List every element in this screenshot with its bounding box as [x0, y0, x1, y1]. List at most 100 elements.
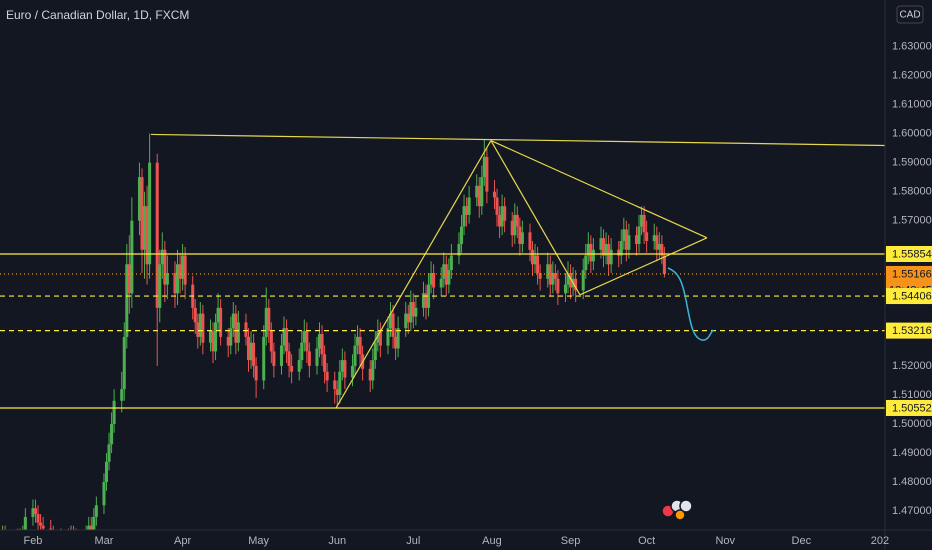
price-label: 1.55166	[892, 268, 932, 280]
candle-body	[282, 328, 286, 346]
candle-body	[335, 389, 339, 395]
candle-body	[264, 307, 268, 337]
projection-curve	[667, 267, 714, 341]
candle-body	[518, 226, 522, 244]
candle-body	[556, 278, 560, 294]
plot-area	[0, 133, 885, 530]
candle-body	[300, 342, 304, 361]
candle-body	[181, 255, 185, 279]
candle-body	[386, 328, 390, 346]
candle-body	[356, 336, 360, 346]
price-label-box	[886, 265, 932, 282]
candle-body	[388, 313, 393, 329]
currency-button[interactable]	[896, 5, 924, 24]
candle-body	[92, 516, 96, 530]
candle-body	[183, 255, 187, 285]
candle-body	[406, 313, 410, 323]
candle-body	[459, 226, 464, 244]
candle-body	[520, 232, 524, 244]
candle-body	[211, 331, 215, 352]
candle-body	[214, 322, 218, 352]
candle-body	[33, 508, 38, 515]
candle-body	[482, 156, 486, 178]
candle-body	[622, 229, 626, 242]
x-tick-label: Sep	[561, 535, 581, 547]
candle-body	[155, 162, 159, 308]
candle-body	[591, 249, 595, 262]
x-tick-label: Mar	[94, 535, 113, 547]
candle-body	[39, 522, 43, 526]
price-label-box	[886, 399, 932, 416]
candle-body	[378, 331, 382, 346]
y-tick-label: 1.52000	[892, 360, 932, 372]
chart-title: Euro / Canadian Dollar, 1D, FXCM	[6, 8, 189, 22]
candle-body	[290, 365, 294, 372]
price-label-box	[886, 322, 932, 339]
candle-body	[467, 197, 471, 215]
candle-body	[307, 351, 311, 366]
time-axis	[0, 530, 885, 550]
candle-body	[411, 302, 415, 317]
candle-body	[305, 331, 309, 352]
candle-body	[444, 264, 448, 285]
candle-body	[333, 380, 337, 390]
candle-body	[231, 313, 235, 329]
candle-body	[160, 249, 164, 265]
candle-body	[317, 333, 322, 349]
y-tick-label: 1.62000	[892, 69, 932, 81]
x-tick-label: Jun	[328, 535, 346, 547]
currency-label[interactable]: CAD	[899, 10, 920, 21]
candle-body	[178, 264, 182, 279]
candle-body	[652, 235, 656, 242]
candle-body	[325, 371, 329, 381]
candle-body	[23, 516, 27, 530]
candle-body	[619, 241, 623, 256]
candle-body	[439, 278, 443, 288]
candle-body	[589, 243, 593, 262]
y-tick-label: 1.49000	[892, 447, 932, 459]
y-tick-label: 1.48000	[892, 476, 932, 488]
candle-body	[148, 162, 152, 265]
candle-body	[531, 249, 535, 265]
candle-body	[198, 313, 202, 337]
candle-body	[449, 255, 453, 271]
candle-body	[125, 264, 129, 337]
candle-body	[602, 238, 606, 256]
candle-body	[485, 156, 489, 192]
candle-body	[599, 238, 603, 250]
trend-line	[579, 237, 708, 296]
candle-body	[404, 313, 408, 329]
candle-body	[254, 365, 258, 381]
candle-body	[163, 249, 167, 285]
candle-body	[338, 371, 342, 395]
x-tick-label: Oct	[638, 535, 655, 547]
candle-body	[236, 322, 240, 343]
y-tick-label: 1.63000	[892, 40, 932, 52]
candle-body	[112, 400, 116, 424]
candle-body	[137, 177, 141, 221]
candle-body	[201, 313, 205, 343]
candle-body	[421, 293, 426, 308]
candle-body	[546, 264, 550, 279]
candle-body	[107, 444, 111, 462]
candle-body	[637, 226, 641, 244]
candle-body	[409, 302, 413, 323]
y-tick-label: 1.50000	[892, 418, 932, 430]
candle-body	[193, 307, 197, 323]
candle-body	[432, 272, 436, 288]
price-label: 1.54406	[892, 290, 932, 302]
candle-body	[120, 389, 124, 401]
candle-body	[102, 482, 106, 506]
candle-body	[89, 525, 93, 530]
candle-body	[272, 351, 276, 366]
y-tick-label: 1.60000	[892, 127, 932, 139]
candle-body	[244, 322, 248, 337]
candle-body	[234, 313, 238, 343]
candle-body	[442, 264, 446, 279]
candle-body	[323, 354, 327, 372]
candle-body	[566, 272, 570, 285]
candle-body	[320, 333, 324, 355]
candle-body	[175, 264, 180, 294]
